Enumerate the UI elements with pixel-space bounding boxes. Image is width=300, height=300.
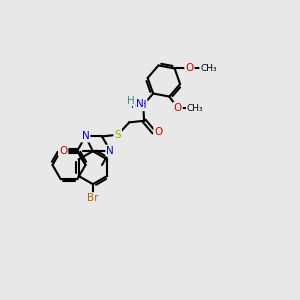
Text: O: O bbox=[59, 146, 67, 156]
Text: S: S bbox=[114, 130, 121, 140]
Text: N: N bbox=[136, 99, 143, 109]
Text: Br: Br bbox=[87, 193, 99, 203]
Text: O: O bbox=[173, 103, 182, 113]
Text: O: O bbox=[154, 127, 163, 137]
Text: N: N bbox=[82, 131, 89, 141]
Text: CH₃: CH₃ bbox=[200, 64, 217, 73]
Text: NH: NH bbox=[131, 100, 146, 110]
Text: O: O bbox=[185, 64, 194, 74]
Text: H: H bbox=[127, 96, 134, 106]
Text: CH₃: CH₃ bbox=[187, 103, 203, 112]
Text: N: N bbox=[106, 146, 114, 156]
